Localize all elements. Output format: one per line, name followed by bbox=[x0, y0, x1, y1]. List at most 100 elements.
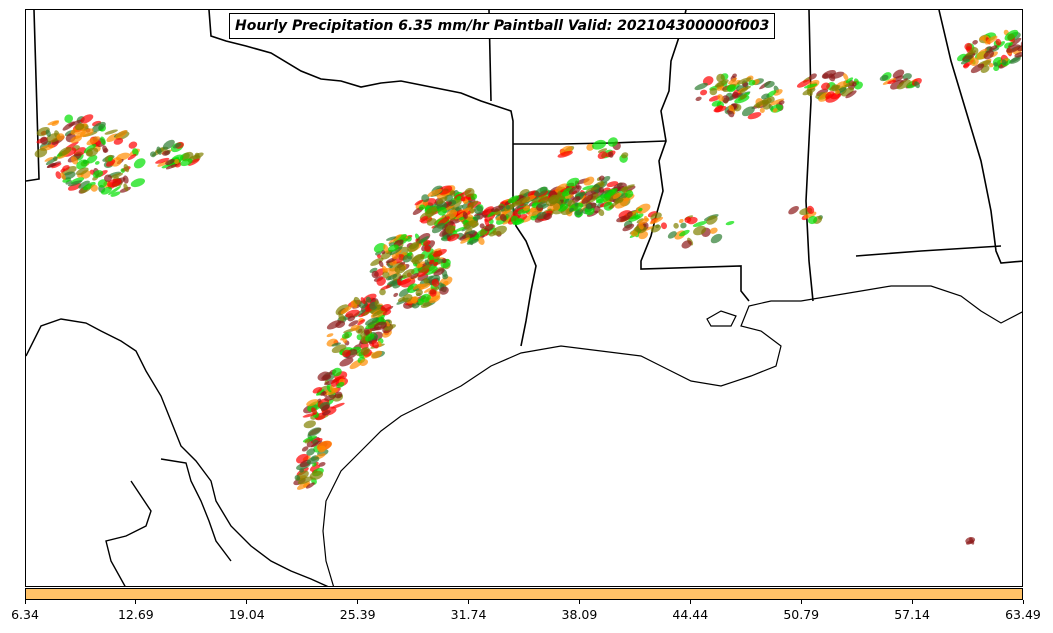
precip-blob bbox=[310, 440, 323, 448]
precip-blob bbox=[492, 225, 507, 236]
precip-blob bbox=[831, 84, 839, 92]
precip-blob bbox=[371, 350, 383, 359]
precip-blob bbox=[387, 244, 399, 252]
precip-blob bbox=[180, 158, 193, 167]
precip-blob bbox=[402, 268, 415, 279]
colorbar-tick bbox=[911, 600, 913, 604]
precip-blob bbox=[711, 100, 722, 107]
precip-blob bbox=[721, 95, 730, 104]
precip-blob bbox=[1014, 52, 1022, 58]
precip-blob bbox=[540, 195, 549, 203]
precip-blob bbox=[985, 35, 998, 45]
precip-blob bbox=[410, 254, 426, 263]
precip-blob bbox=[348, 320, 359, 327]
precip-blob bbox=[649, 216, 664, 225]
precip-blob bbox=[678, 218, 684, 224]
precip-blob bbox=[843, 73, 849, 81]
precip-blob bbox=[636, 226, 647, 234]
precip-blob bbox=[706, 215, 718, 225]
precip-blob bbox=[304, 438, 311, 444]
colorbar bbox=[25, 588, 1023, 600]
precip-blob bbox=[322, 410, 331, 416]
colorbar-tick bbox=[357, 600, 359, 604]
precip-blob bbox=[537, 201, 548, 208]
precip-blob bbox=[75, 167, 89, 176]
precip-blob bbox=[710, 233, 723, 244]
precip-blob bbox=[174, 159, 180, 164]
precip-blob bbox=[55, 171, 62, 179]
precip-blob bbox=[694, 82, 708, 91]
precip-blob bbox=[583, 176, 595, 186]
precip-blob bbox=[311, 407, 318, 415]
precip-blob bbox=[595, 194, 611, 203]
precip-blob bbox=[845, 90, 857, 99]
map-panel bbox=[25, 9, 1023, 587]
precip-blob bbox=[309, 470, 324, 480]
precip-blob bbox=[377, 254, 382, 259]
precip-blob bbox=[47, 120, 60, 126]
precip-blob bbox=[359, 358, 369, 367]
precip-blob bbox=[317, 445, 326, 453]
country-border bbox=[26, 318, 329, 586]
precip-blob bbox=[150, 151, 157, 158]
precip-blob bbox=[34, 148, 48, 158]
precip-blob bbox=[70, 156, 79, 165]
precip-blob bbox=[360, 347, 370, 356]
precip-blob bbox=[673, 222, 679, 229]
precip-blob bbox=[972, 39, 978, 45]
precip-blob bbox=[622, 223, 635, 232]
precip-blob bbox=[555, 183, 568, 193]
precip-blob bbox=[51, 162, 62, 169]
precip-blob bbox=[85, 147, 99, 157]
precip-blob bbox=[334, 391, 343, 399]
precip-blob bbox=[709, 227, 718, 234]
precipitation-paintball bbox=[34, 29, 1022, 545]
precip-blob bbox=[70, 135, 82, 143]
precip-blob bbox=[338, 313, 345, 322]
precip-blob bbox=[127, 153, 137, 161]
precip-blob bbox=[410, 273, 419, 280]
precip-blob bbox=[102, 145, 108, 153]
precip-blob bbox=[552, 203, 561, 211]
precip-blob bbox=[365, 317, 379, 326]
precip-blob bbox=[162, 150, 170, 156]
precip-blob bbox=[433, 261, 439, 267]
precip-blob bbox=[172, 142, 182, 149]
precip-blob bbox=[429, 289, 437, 297]
precip-blob bbox=[120, 168, 125, 173]
precip-blob bbox=[423, 239, 431, 246]
precip-blob bbox=[107, 156, 113, 162]
precip-blob bbox=[389, 246, 403, 256]
precip-blob bbox=[625, 190, 634, 198]
precip-blob bbox=[371, 340, 379, 349]
precip-blob bbox=[761, 93, 770, 100]
precip-blob bbox=[394, 264, 406, 274]
precip-blob bbox=[345, 309, 360, 318]
precip-blob bbox=[709, 87, 718, 96]
precip-blob bbox=[371, 270, 379, 279]
precip-blob bbox=[808, 73, 817, 80]
colorbar-tick bbox=[135, 600, 137, 604]
precip-blob bbox=[739, 94, 747, 100]
precip-blob bbox=[68, 182, 82, 191]
precip-blob bbox=[45, 129, 51, 137]
precip-blob bbox=[914, 81, 920, 89]
precip-blob bbox=[407, 251, 413, 257]
precip-blob bbox=[692, 221, 708, 227]
precip-blob bbox=[378, 260, 384, 268]
precip-blob bbox=[879, 74, 889, 82]
precip-blob bbox=[562, 187, 574, 197]
precip-blob bbox=[592, 139, 607, 150]
precip-blob bbox=[299, 468, 304, 473]
precip-blob bbox=[67, 180, 83, 187]
precip-blob bbox=[306, 456, 320, 465]
precip-blob bbox=[1008, 41, 1013, 46]
colorbar-tick bbox=[1022, 600, 1024, 604]
precip-blob bbox=[566, 177, 580, 187]
precip-blob bbox=[46, 162, 57, 169]
precip-blob bbox=[650, 224, 662, 233]
precip-blob bbox=[427, 188, 442, 197]
precip-blob bbox=[382, 271, 390, 279]
precip-blob bbox=[306, 448, 315, 456]
precip-blob bbox=[339, 357, 354, 367]
